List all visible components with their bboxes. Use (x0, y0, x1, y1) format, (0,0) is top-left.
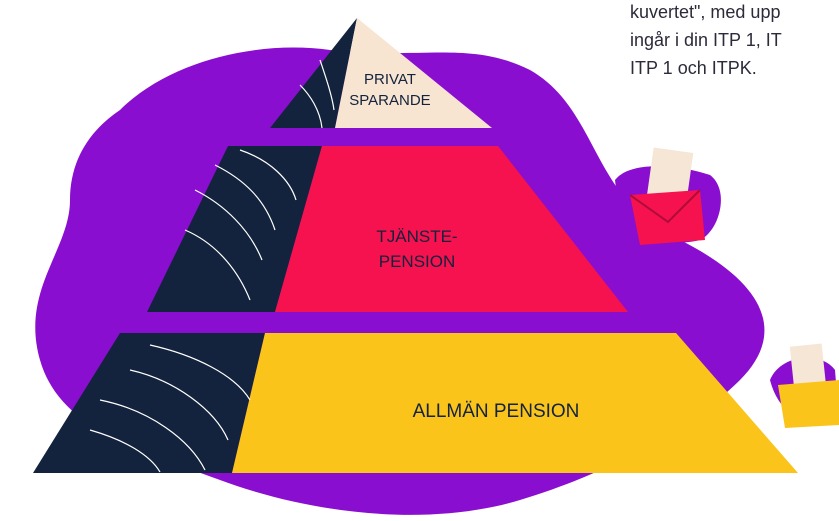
level-label: TJÄNSTE- (376, 227, 457, 246)
level-label: SPARANDE (349, 92, 430, 109)
level-label: PRIVAT (364, 71, 416, 88)
level-label: PENSION (379, 252, 456, 271)
envelope-icon (770, 343, 839, 428)
intro-line: kuvertet", med upp (630, 2, 780, 22)
illustration: kuvertet", med upp ingår i din ITP 1, IT I… (0, 0, 839, 521)
intro-line: ITP 1 och ITPK. (630, 58, 757, 78)
intro-line: ingår i din ITP 1, IT (630, 30, 782, 50)
intro-text: kuvertet", med upp ingår i din ITP 1, IT I… (630, 2, 782, 78)
level-label: ALLMÄN PENSION (413, 401, 580, 422)
